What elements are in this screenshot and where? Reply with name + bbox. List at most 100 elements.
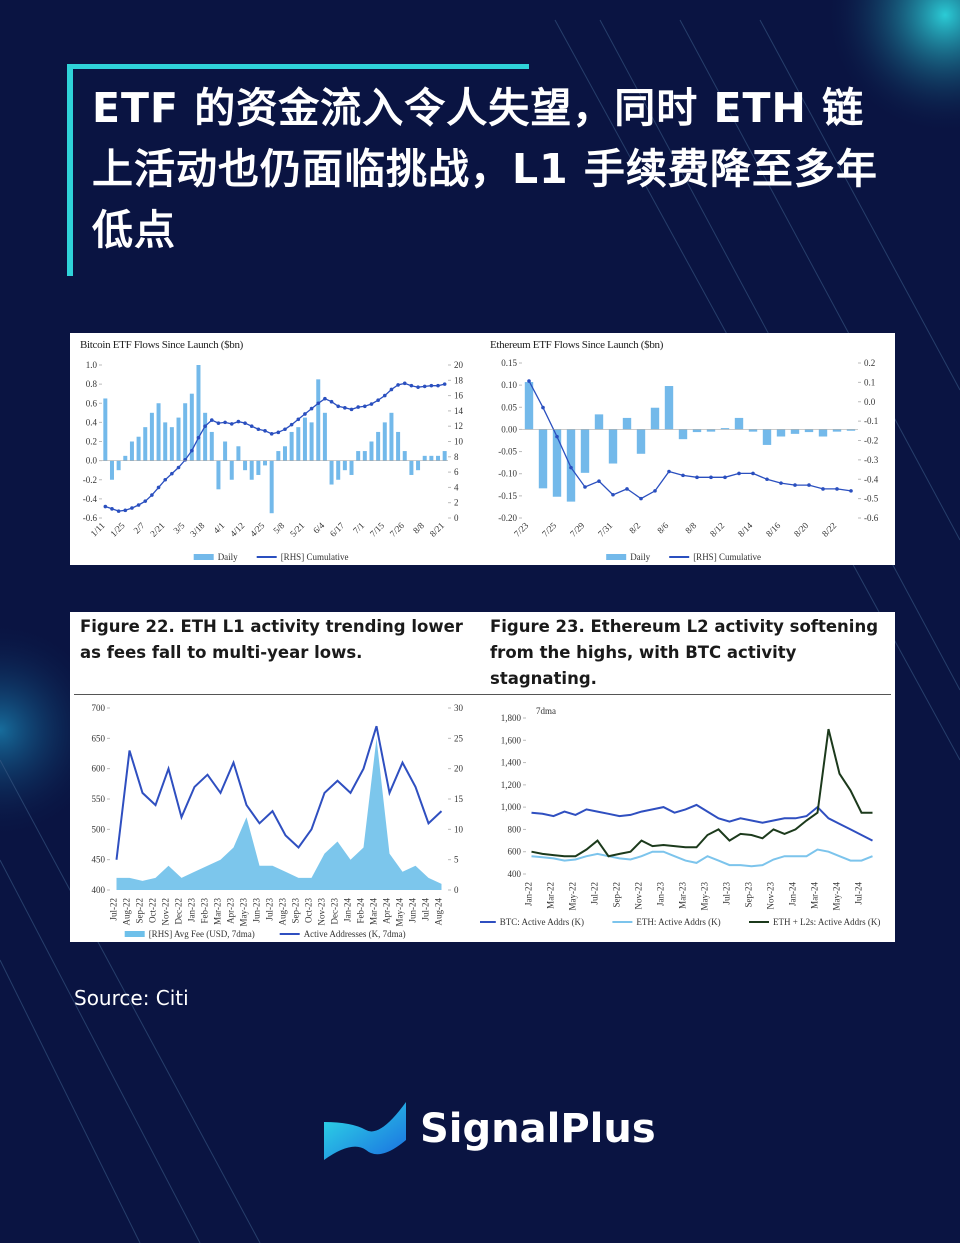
- legend-label: Daily: [630, 552, 650, 562]
- x-tick-label: 1/11: [89, 520, 107, 538]
- y-tick-label: -0.20: [498, 513, 517, 523]
- point: [203, 424, 207, 428]
- bar: [362, 451, 367, 461]
- y-tick-label: -0.2: [83, 475, 97, 485]
- legend-label: [RHS] Cumulative: [693, 552, 761, 562]
- plot: 400 600 800 1,000 1,200 1,400 1,600 1,800 Jan-22…: [480, 706, 880, 927]
- x-tick-label: Apr-23: [226, 898, 236, 924]
- point: [243, 421, 247, 425]
- bar: [256, 460, 261, 475]
- bar: [356, 451, 361, 461]
- y2-tick-label: -0.2: [864, 436, 878, 446]
- x-tick-label: Sep-22: [135, 898, 145, 924]
- y-tick-label: 0.8: [86, 379, 98, 389]
- x-tick-label: 8/12: [708, 520, 726, 538]
- x-tick-label: Jan-24: [788, 882, 798, 906]
- y2-tick-label: 4: [454, 482, 459, 492]
- x-tick-label: Dec-22: [174, 898, 184, 925]
- bar: [229, 460, 234, 480]
- point: [793, 483, 797, 487]
- legend-label: [RHS] Avg Fee (USD, 7dma): [149, 929, 255, 939]
- y2-tick-label: 10: [454, 824, 464, 834]
- point: [442, 382, 447, 386]
- bar: [342, 460, 347, 471]
- y2-tick-label: 2: [454, 498, 459, 508]
- x-tick-label: 8/6: [655, 520, 671, 536]
- chart-title: Figure 23. Ethereum L2 activity softenin…: [490, 617, 879, 688]
- x-tick-label: 7/1: [351, 520, 366, 535]
- bar: [422, 455, 427, 461]
- x-tick-label: Apr-24: [382, 898, 392, 924]
- point: [349, 407, 354, 412]
- point: [695, 475, 699, 480]
- x-tick-label: Aug-23: [278, 898, 288, 926]
- y2-tick-label: 0.0: [864, 397, 876, 407]
- x-tick-label: Jul-24: [854, 882, 864, 905]
- y-tick-label: 1,400: [501, 758, 522, 768]
- point: [396, 383, 400, 387]
- point: [597, 479, 601, 483]
- bar: [650, 407, 660, 430]
- rule: [74, 694, 891, 695]
- y2-tick-label: 0.2: [864, 358, 875, 368]
- bar: [109, 460, 114, 480]
- bar: [302, 417, 307, 461]
- x-tick-label: Mar-24: [810, 882, 820, 909]
- bar: [209, 431, 214, 461]
- bar: [189, 393, 194, 461]
- x-tick-label: Dec-23: [330, 898, 340, 925]
- point: [779, 481, 783, 485]
- point: [323, 396, 327, 401]
- y-tick-label: 1,200: [501, 780, 522, 790]
- bar: [436, 455, 441, 461]
- bar: [734, 417, 744, 430]
- x-tick-label: 4/25: [248, 520, 267, 539]
- point: [569, 465, 573, 470]
- y2-tick-label: 20: [454, 360, 464, 370]
- x-tick-label: Jul-23: [722, 882, 732, 905]
- point: [653, 489, 657, 493]
- plot: -0.20 -0.15 -0.10 -0.05 0.00 0.05 0.10 0.15 -0.6…: [498, 358, 878, 562]
- y2-tick-label: 0.1: [864, 377, 875, 387]
- y2-tick-label: 30: [454, 703, 464, 713]
- y-tick-label: 0.05: [501, 402, 517, 412]
- y-tick-label: 0.00: [501, 424, 517, 434]
- point: [422, 384, 427, 389]
- bar: [289, 431, 294, 461]
- y2-tick-label: -0.1: [864, 416, 878, 426]
- line: [105, 382, 445, 512]
- bar: [389, 412, 394, 461]
- y-tick-label: 0.10: [501, 380, 517, 390]
- point: [329, 399, 334, 404]
- x-tick-label: Jul-23: [265, 898, 275, 921]
- bar: [276, 451, 281, 461]
- point: [382, 393, 387, 398]
- bar: [143, 427, 148, 461]
- plot: -0.6 -0.4 -0.2 0.0 0.2 0.4 0.6 0.8 1.0 0 2 4 6 8 10 12 1…: [83, 360, 464, 562]
- line: [531, 803, 873, 842]
- point: [136, 503, 141, 507]
- logo-icon: [324, 1102, 406, 1160]
- point: [389, 387, 394, 392]
- point: [183, 458, 187, 462]
- legend-swatch: [124, 931, 145, 937]
- point: [541, 405, 545, 410]
- bar: [622, 417, 632, 430]
- point: [316, 401, 321, 406]
- point: [723, 475, 727, 480]
- point: [416, 385, 420, 389]
- point: [709, 475, 713, 480]
- bar: [382, 422, 387, 461]
- bar: [594, 414, 604, 430]
- bar: [123, 455, 128, 461]
- x-tick-label: 7/29: [568, 520, 587, 539]
- y-tick-label: 1,600: [501, 735, 522, 745]
- annotation: 7dma: [536, 706, 556, 716]
- point: [289, 422, 294, 427]
- point: [249, 424, 254, 428]
- bar: [706, 429, 716, 432]
- y-tick-label: -0.15: [498, 491, 517, 501]
- x-tick-label: 3/18: [188, 520, 207, 539]
- point: [296, 417, 301, 422]
- legend-label: Daily: [218, 552, 238, 562]
